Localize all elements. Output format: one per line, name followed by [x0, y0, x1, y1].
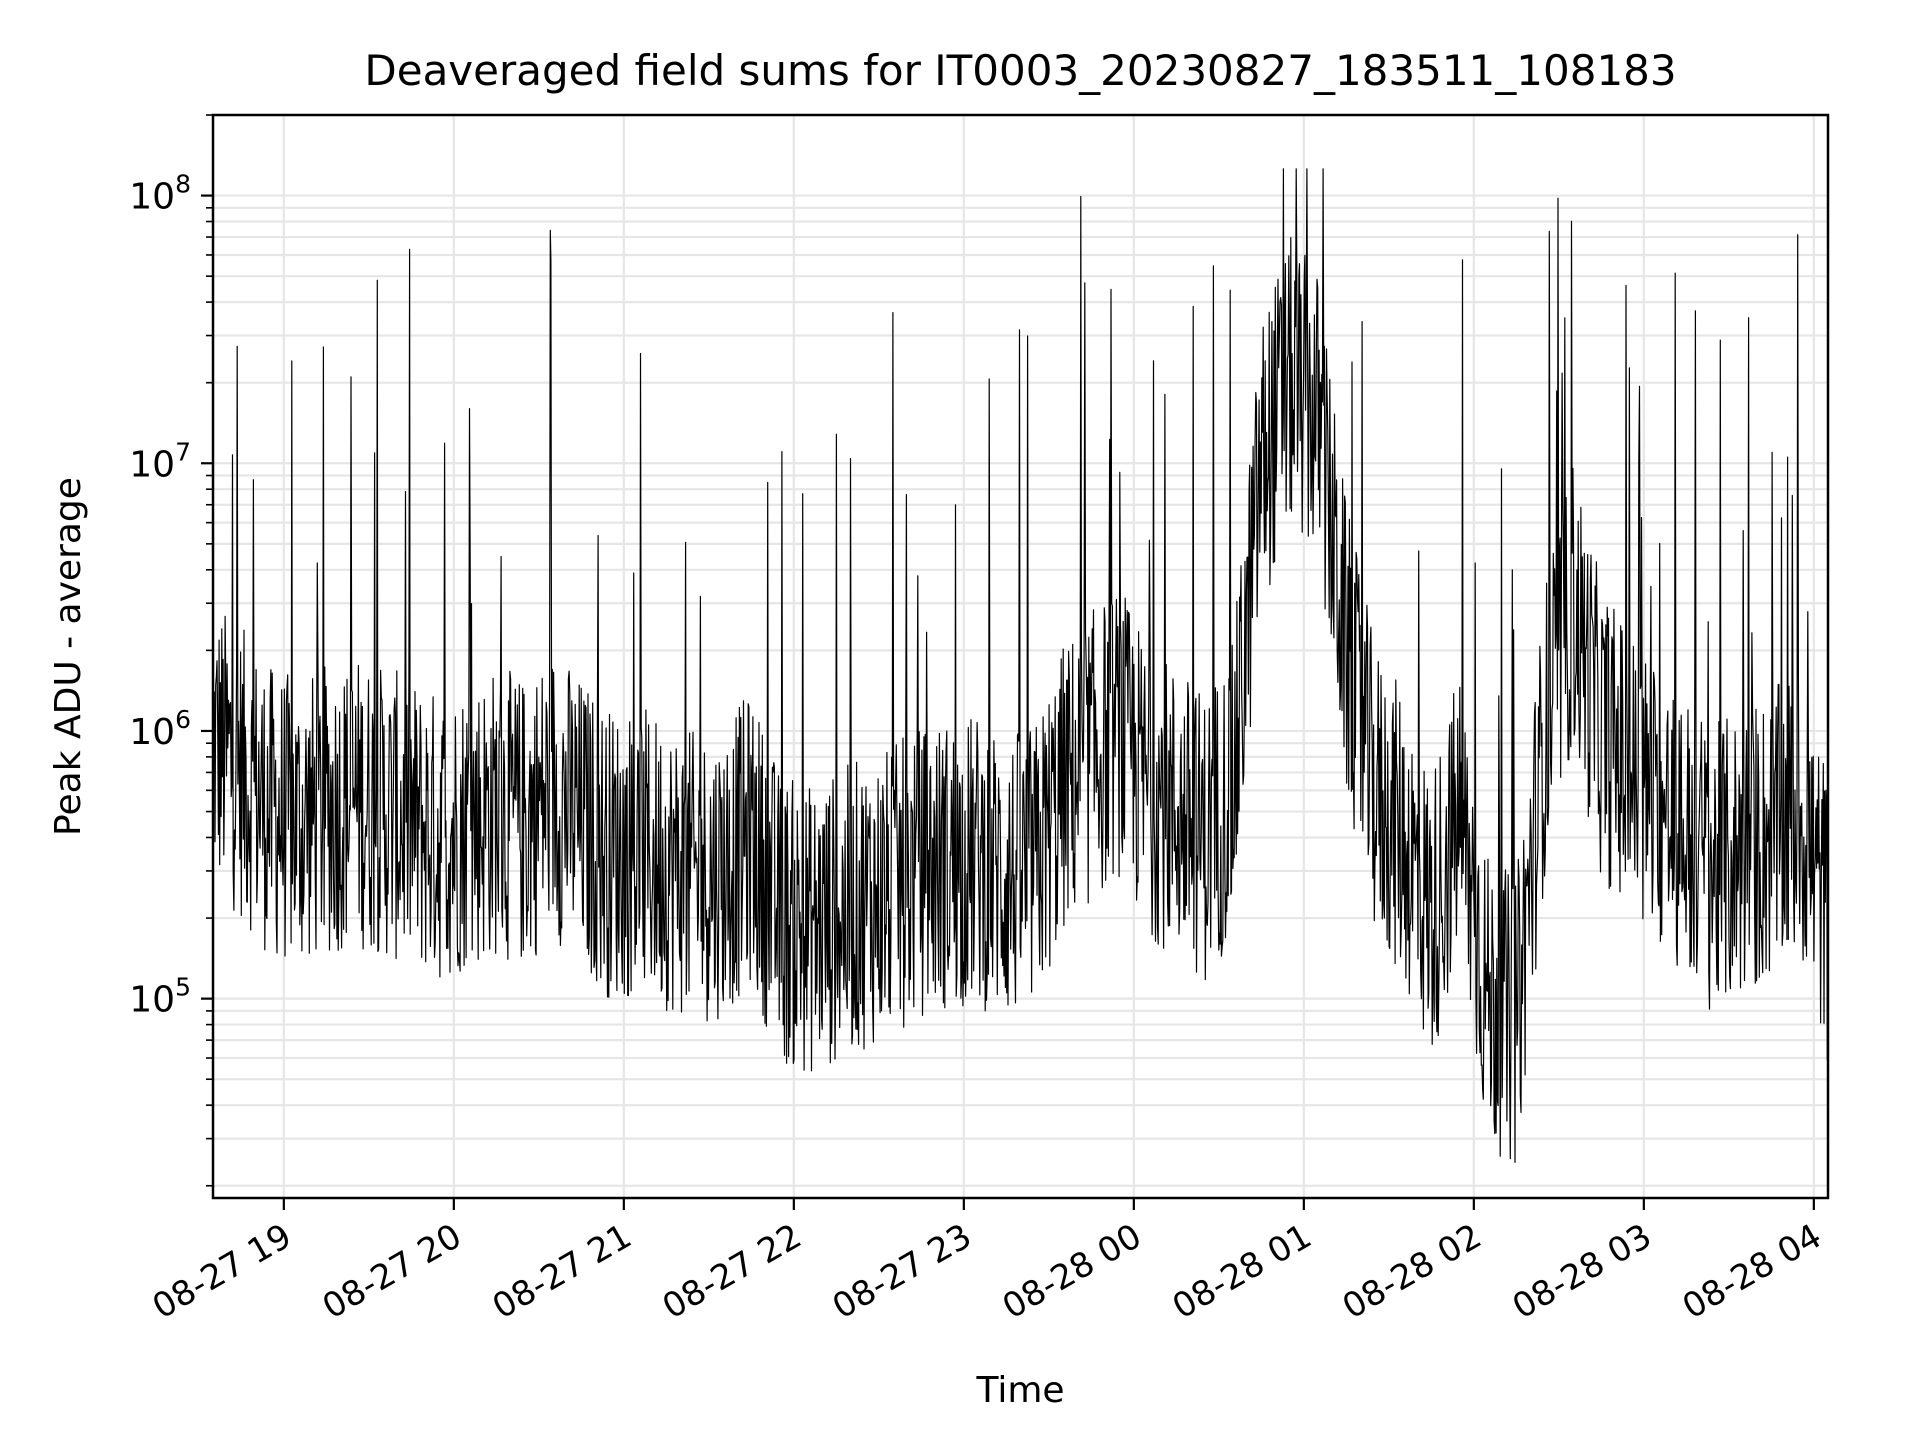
y-tick-label: 107 — [129, 437, 191, 485]
series-line — [212, 168, 1829, 1164]
y-tick-label: 105 — [129, 973, 191, 1021]
series-line-group — [212, 168, 1829, 1164]
chart-title: Deaveraged field sums for IT0003_2023082… — [364, 46, 1676, 95]
plot-frame — [211, 113, 1830, 1200]
x-axis-label: Time — [975, 1370, 1064, 1411]
y-axis-label: Peak ADU - average — [48, 477, 89, 836]
y-tick-label: 106 — [129, 705, 191, 753]
y-axis: 105 106 107 108 — [129, 114, 213, 1187]
y-tick-label: 108 — [129, 170, 191, 218]
